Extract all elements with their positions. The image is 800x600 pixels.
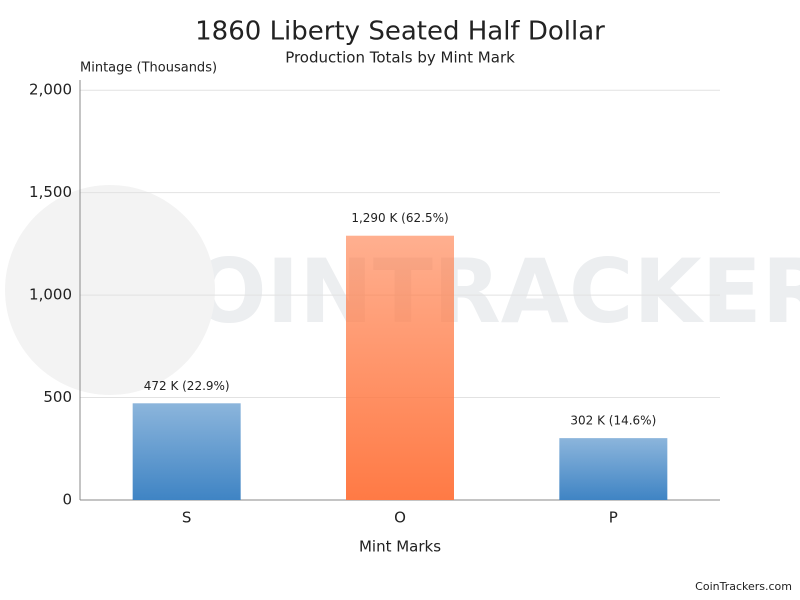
value-label: 302 K (14.6%) [570,414,656,428]
watermark-logo [5,185,215,395]
x-tick-label: O [394,509,406,527]
credit: CoinTrackers.com [695,580,792,593]
x-tick-label: S [182,509,192,527]
y-tick-label: 0 [62,491,72,509]
bar [132,403,241,500]
bar [559,438,668,500]
chart-title: 1860 Liberty Seated Half Dollar [195,17,605,47]
y-axis-label: Mintage (Thousands) [80,61,217,76]
y-tick-label: 2,000 [29,81,72,99]
y-tick-label: 1,000 [29,286,72,304]
value-label: 1,290 K (62.5%) [351,211,448,225]
y-tick-label: 1,500 [29,183,72,201]
value-label: 472 K (22.9%) [144,379,230,393]
watermark: COINTRACKERS [127,240,800,343]
y-tick-label: 500 [43,388,72,406]
bar [346,235,454,500]
x-axis-label: Mint Marks [359,538,441,556]
chart-subtitle: Production Totals by Mint Mark [285,49,515,67]
x-tick-label: P [609,509,618,527]
